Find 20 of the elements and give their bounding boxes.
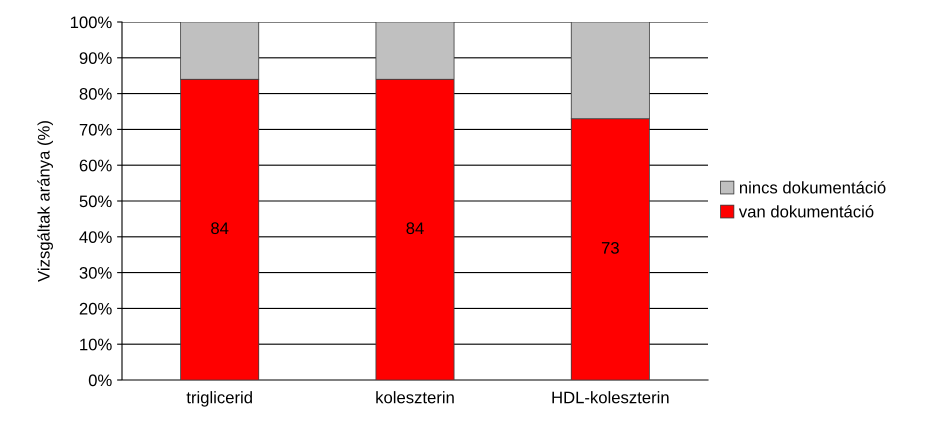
x-tick-label: koleszterin [376,391,454,404]
y-tick-label: 10% [80,338,112,350]
y-tick-label: 30% [80,267,112,279]
y-tick-label: 20% [80,302,112,315]
y-tick-label: 50% [80,195,112,208]
x-tick-label: triglicerid [186,391,252,407]
y-tick-label: 0% [88,374,112,386]
data-label: 84 [406,222,424,234]
legend-label: van dokumentáció [738,205,874,218]
y-tick-label: 80% [80,88,112,100]
y-tick-label: 100% [70,16,112,28]
y-tick-label: 90% [80,52,112,64]
x-tick-label: HDL-koleszterin [552,391,669,404]
data-label: 84 [211,222,228,234]
y-tick-label: 70% [80,124,112,136]
y-tick-label: 40% [79,231,112,244]
legend-label: nincs dokumentáció [740,181,886,194]
data-label: 73 [602,242,619,254]
y-axis-title: Vizsgáltak aránya (%) [37,121,53,282]
y-tick-label: 60% [80,160,112,172]
